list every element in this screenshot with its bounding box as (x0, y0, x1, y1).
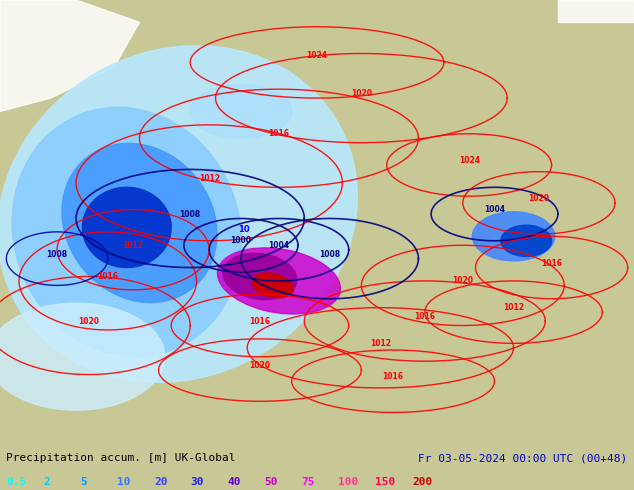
Text: 200: 200 (412, 477, 432, 487)
Ellipse shape (0, 46, 358, 382)
Text: 1004: 1004 (268, 241, 290, 250)
Text: 2: 2 (43, 477, 50, 487)
Text: 1016: 1016 (249, 317, 271, 325)
Text: 100: 100 (339, 477, 359, 487)
Text: 150: 150 (375, 477, 396, 487)
Text: 1008: 1008 (179, 210, 201, 219)
Text: 1024: 1024 (458, 156, 480, 165)
Text: 1020: 1020 (528, 194, 550, 203)
Text: Fr 03-05-2024 00:00 UTC (00+48): Fr 03-05-2024 00:00 UTC (00+48) (418, 453, 628, 463)
Text: 1016: 1016 (268, 129, 290, 138)
Text: 1012: 1012 (503, 303, 524, 312)
Text: 5: 5 (80, 477, 87, 487)
Text: 1012: 1012 (122, 241, 144, 250)
Text: 1020: 1020 (249, 361, 271, 370)
Text: 10: 10 (117, 477, 131, 487)
Text: 40: 40 (228, 477, 241, 487)
Ellipse shape (190, 85, 292, 138)
Ellipse shape (62, 144, 217, 302)
Text: 1020: 1020 (452, 276, 474, 285)
Text: 0.5: 0.5 (6, 477, 27, 487)
Text: 1016: 1016 (541, 259, 562, 268)
Text: 1024: 1024 (306, 51, 328, 60)
Ellipse shape (501, 225, 552, 256)
Ellipse shape (217, 248, 340, 314)
Text: 1016: 1016 (382, 372, 404, 381)
Text: 10: 10 (238, 225, 250, 234)
Text: 1012: 1012 (198, 174, 220, 183)
Polygon shape (0, 0, 139, 112)
Text: Precipitation accum. [m] UK-Global: Precipitation accum. [m] UK-Global (6, 453, 236, 463)
Polygon shape (558, 0, 634, 22)
Text: 1016: 1016 (97, 272, 119, 281)
Ellipse shape (82, 187, 171, 268)
Text: 30: 30 (191, 477, 204, 487)
Ellipse shape (0, 303, 165, 410)
Text: 1008: 1008 (319, 250, 340, 259)
Ellipse shape (12, 107, 242, 356)
Text: 1000: 1000 (230, 236, 252, 245)
Ellipse shape (472, 212, 555, 261)
Text: 1016: 1016 (414, 312, 436, 321)
Ellipse shape (223, 253, 297, 299)
Text: 1004: 1004 (484, 205, 505, 214)
Text: 1012: 1012 (370, 339, 391, 348)
Ellipse shape (252, 273, 294, 298)
Text: 75: 75 (301, 477, 315, 487)
Text: 1020: 1020 (78, 317, 100, 325)
Text: 20: 20 (154, 477, 167, 487)
Text: 1008: 1008 (46, 250, 68, 259)
Text: 50: 50 (264, 477, 278, 487)
Text: 1020: 1020 (351, 89, 372, 98)
